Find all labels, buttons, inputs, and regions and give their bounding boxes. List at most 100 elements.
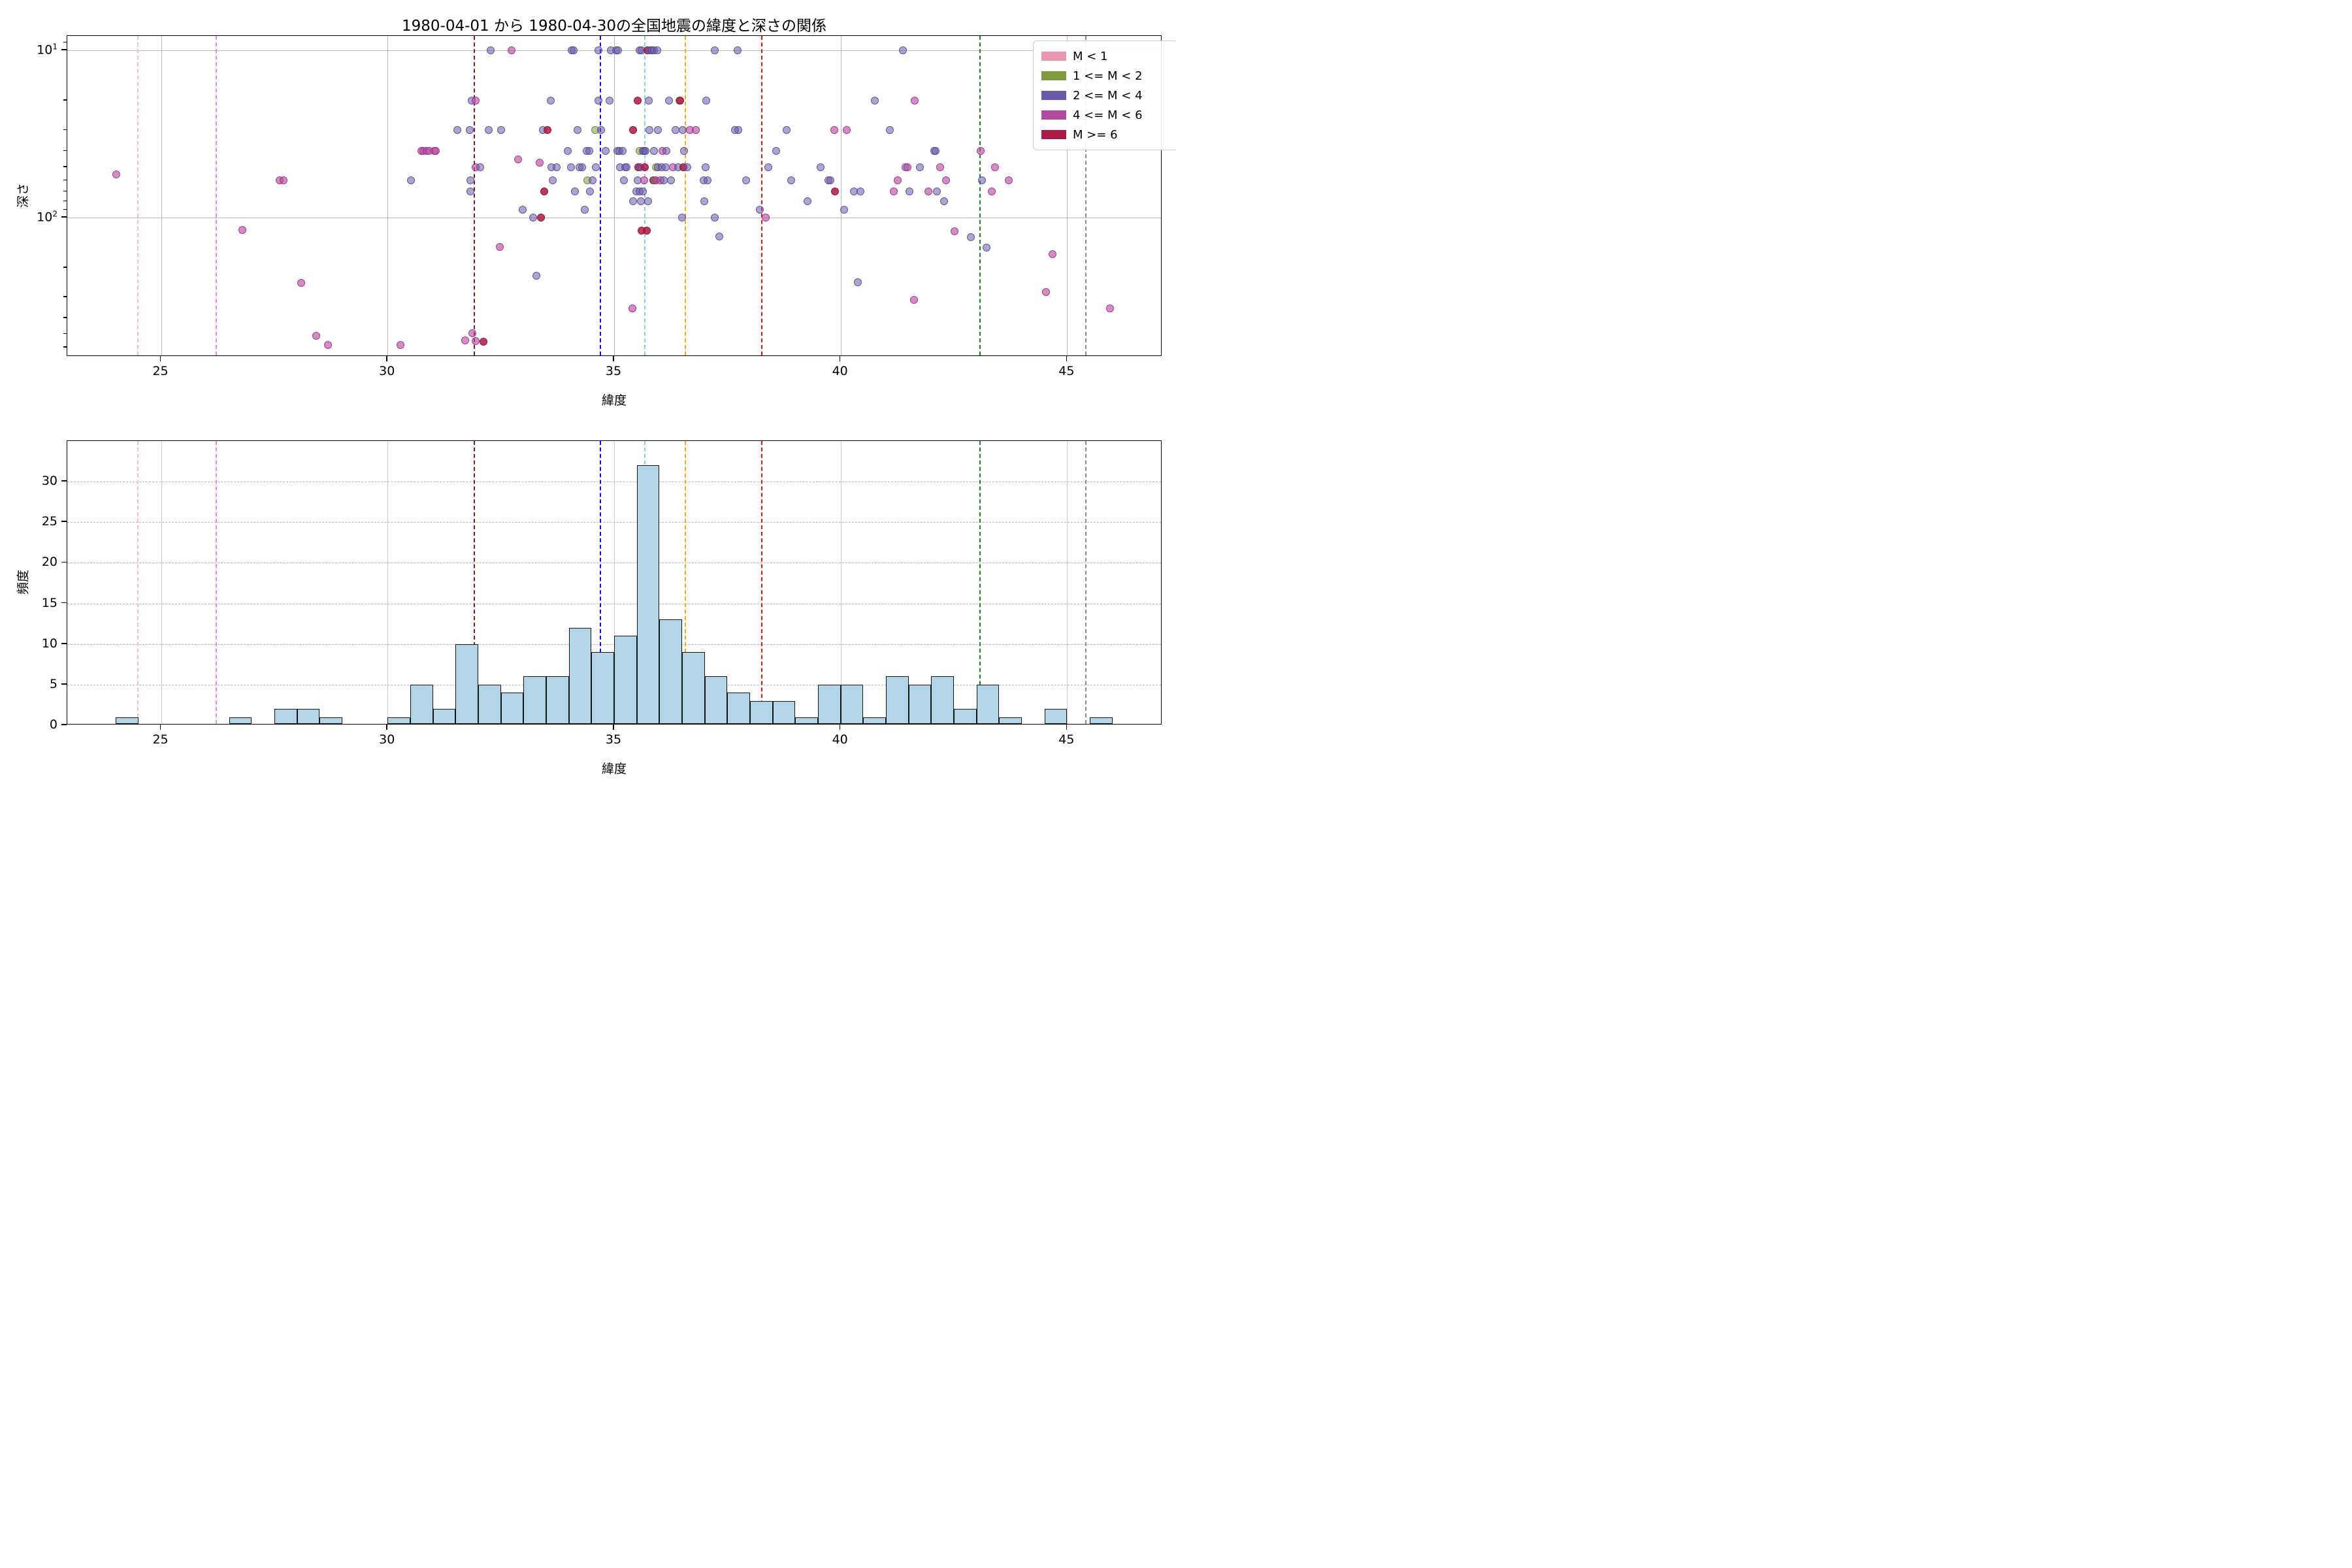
- hist-y-axis-label: 頻度: [16, 569, 31, 595]
- hist-bar: [817, 684, 841, 725]
- scatter-point: [540, 188, 549, 196]
- hist-bar: [478, 684, 501, 725]
- hist-bar: [591, 652, 614, 725]
- hist-bar: [795, 717, 818, 725]
- scatter-x-tick: [839, 356, 841, 361]
- legend-item: 1 <= M < 2: [1041, 69, 1169, 83]
- scatter-point: [601, 147, 610, 155]
- scatter-point: [703, 176, 711, 185]
- latitude-reference-line: [979, 36, 981, 355]
- scatter-point: [472, 97, 480, 105]
- hist-bar: [772, 700, 796, 725]
- scatter-point: [679, 147, 688, 155]
- scatter-point: [574, 126, 582, 135]
- scatter-y-minor-tick: [63, 333, 67, 335]
- scatter-point: [432, 147, 440, 155]
- scatter-x-tick-label: 45: [1058, 364, 1075, 378]
- hist-bar: [613, 636, 637, 725]
- hist-gridline-y: [67, 522, 1161, 523]
- scatter-point: [683, 163, 691, 171]
- scatter-point: [453, 126, 462, 135]
- hist-y-tick-label: 0: [49, 717, 57, 732]
- scatter-point: [638, 188, 647, 196]
- scatter-point: [710, 213, 719, 221]
- scatter-point: [710, 46, 719, 55]
- hist-bar: [976, 684, 1000, 725]
- hist-bar: [999, 717, 1022, 725]
- scatter-point: [854, 278, 862, 286]
- scatter-point: [978, 176, 987, 185]
- latitude-reference-line: [644, 36, 646, 355]
- scatter-point: [628, 304, 636, 313]
- scatter-point: [586, 188, 595, 196]
- latitude-reference-line: [473, 36, 475, 355]
- hist-bar: [568, 627, 592, 725]
- hist-y-tick-label: 5: [49, 676, 57, 691]
- scatter-point: [518, 206, 527, 214]
- scatter-y-minor-tick: [63, 166, 67, 167]
- scatter-point: [1042, 288, 1051, 297]
- scatter-point: [649, 147, 658, 155]
- scatter-point: [594, 46, 602, 55]
- magnitude-legend: M < 1 1 <= M < 2 2 <= M < 4 4 <= M < 6 M >= …: [1033, 41, 1176, 150]
- scatter-point: [623, 163, 631, 171]
- scatter-point: [312, 332, 320, 340]
- scatter-point: [936, 163, 945, 171]
- scatter-x-tick: [386, 356, 388, 361]
- scatter-point: [932, 147, 940, 155]
- scatter-point: [324, 341, 333, 350]
- hist-x-tick-label: 30: [379, 732, 395, 747]
- scatter-y-minor-tick: [63, 150, 67, 151]
- scatter-point: [238, 226, 247, 235]
- scatter-gridline-x: [1067, 36, 1068, 355]
- scatter-point: [924, 188, 933, 196]
- scatter-y-tick-label: 102: [37, 209, 57, 225]
- scatter-point: [1004, 176, 1013, 185]
- hist-bar: [749, 700, 773, 725]
- scatter-point: [585, 147, 593, 155]
- scatter-point: [742, 176, 750, 185]
- scatter-point: [537, 213, 546, 221]
- hist-bar: [1044, 709, 1068, 725]
- scatter-point: [715, 233, 723, 241]
- hist-bar: [500, 693, 524, 725]
- scatter-point: [1049, 250, 1057, 258]
- histogram-plot-area: [67, 440, 1162, 725]
- scatter-point: [772, 147, 781, 155]
- scatter-y-tick: [61, 49, 67, 50]
- hist-y-tick-label: 10: [41, 636, 57, 651]
- scatter-point: [764, 163, 772, 171]
- scatter-point: [664, 97, 673, 105]
- scatter-y-tick: [61, 216, 67, 218]
- scatter-point: [596, 126, 605, 135]
- scatter-point: [653, 126, 662, 135]
- scatter-point: [783, 126, 791, 135]
- hist-y-tick: [61, 683, 67, 685]
- legend-item: M >= 6: [1041, 128, 1169, 142]
- hist-x-tick: [839, 725, 841, 730]
- latitude-reference-line: [979, 441, 981, 724]
- scatter-point: [756, 206, 764, 214]
- hist-bar: [727, 693, 750, 725]
- latitude-reference-line: [1085, 36, 1087, 355]
- hist-bar: [908, 684, 932, 725]
- hist-bar: [681, 652, 705, 725]
- scatter-point: [906, 188, 914, 196]
- scatter-point: [641, 163, 649, 171]
- scatter-y-minor-tick: [63, 99, 67, 101]
- scatter-x-tick: [159, 356, 161, 361]
- scatter-point: [466, 176, 475, 185]
- hist-bar: [659, 619, 682, 725]
- scatter-point: [397, 341, 405, 350]
- hist-x-tick: [159, 725, 161, 730]
- hist-y-tick-label: 30: [41, 474, 57, 489]
- hist-x-tick-label: 45: [1058, 732, 1075, 747]
- scatter-point: [662, 147, 671, 155]
- latitude-reference-line: [599, 36, 601, 355]
- scatter-point: [486, 46, 495, 55]
- scatter-point: [619, 147, 627, 155]
- scatter-y-tick-label: 101: [37, 42, 57, 57]
- latitude-reference-line: [216, 36, 218, 355]
- scatter-point: [933, 188, 941, 196]
- scatter-point: [465, 126, 474, 135]
